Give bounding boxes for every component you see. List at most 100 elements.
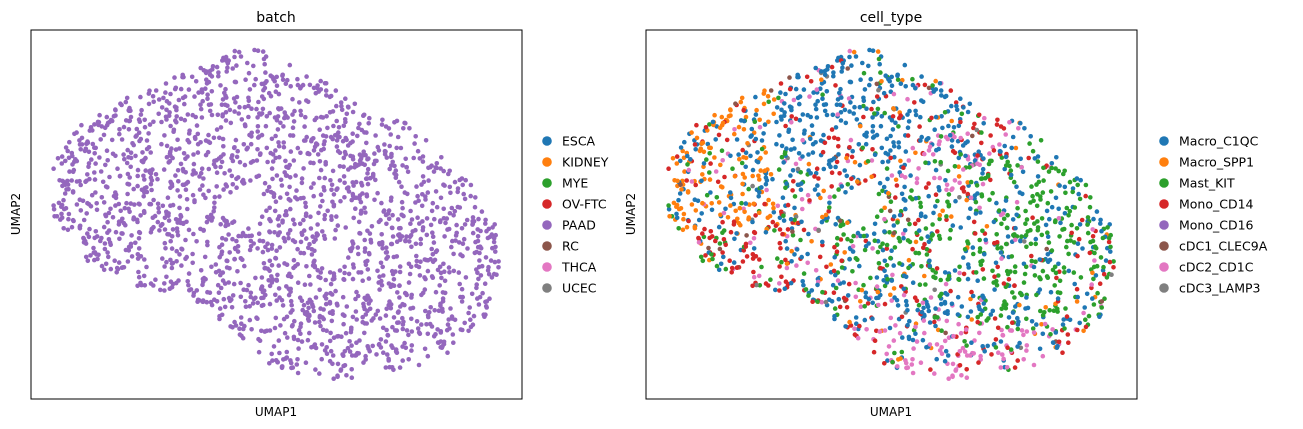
data-point [380, 264, 386, 270]
data-point [51, 166, 56, 171]
data-point [997, 142, 1002, 147]
legend-marker [1159, 262, 1169, 272]
data-point [903, 198, 908, 203]
data-point [124, 95, 130, 101]
data-point [1085, 222, 1090, 227]
data-point [968, 309, 974, 314]
data-point [389, 225, 395, 231]
data-point [330, 136, 336, 142]
data-point [812, 187, 818, 192]
data-point [272, 230, 277, 235]
data-point [906, 257, 912, 263]
data-point [356, 125, 361, 131]
data-point [944, 187, 949, 193]
data-point [964, 375, 970, 381]
data-point [802, 128, 807, 133]
data-point [175, 137, 180, 143]
data-point [269, 166, 275, 171]
data-point [403, 120, 408, 126]
data-point [496, 259, 501, 264]
data-point [463, 177, 469, 183]
data-point [153, 277, 158, 283]
data-point [846, 281, 852, 287]
data-point [138, 112, 144, 117]
data-point [342, 270, 347, 276]
data-point [360, 319, 366, 325]
data-point [799, 254, 804, 260]
data-point [115, 166, 120, 171]
data-point [805, 251, 810, 257]
data-point [439, 155, 444, 160]
data-point [756, 273, 762, 279]
data-point [239, 321, 244, 327]
data-point [871, 99, 876, 105]
data-point [718, 184, 724, 189]
data-point [816, 227, 821, 233]
data-point [490, 225, 495, 230]
data-point [922, 330, 927, 336]
data-point [250, 301, 256, 306]
data-point [469, 291, 475, 297]
data-point [136, 201, 142, 207]
data-point [334, 214, 339, 219]
data-point [818, 86, 823, 91]
data-point [933, 204, 938, 209]
data-point [273, 155, 279, 161]
data-point [777, 215, 783, 221]
data-point [493, 249, 498, 254]
data-point [952, 178, 958, 183]
data-point [913, 108, 918, 114]
data-point [972, 121, 977, 127]
data-point [834, 102, 840, 107]
data-point [786, 127, 792, 133]
data-point [318, 323, 323, 329]
data-point [953, 198, 958, 204]
data-point [861, 282, 866, 288]
data-point [472, 250, 478, 256]
data-point [1090, 296, 1095, 301]
data-point [259, 94, 265, 99]
data-point [978, 353, 983, 359]
data-point [912, 100, 917, 105]
data-point [247, 247, 253, 253]
data-point [257, 338, 263, 344]
data-point [1104, 275, 1110, 280]
data-point [214, 127, 220, 132]
data-point [95, 119, 101, 125]
data-point [255, 316, 260, 322]
data-point [988, 177, 993, 183]
data-point [249, 106, 254, 111]
data-point [100, 179, 106, 185]
data-point [142, 177, 147, 182]
legend-label: KIDNEY [562, 155, 609, 170]
data-point [224, 95, 229, 100]
data-point [878, 123, 884, 129]
data-point [961, 105, 966, 110]
data-point [328, 330, 333, 336]
data-point [862, 247, 868, 253]
data-point [199, 87, 205, 92]
data-point [958, 119, 963, 125]
data-point [325, 125, 330, 131]
data-point [320, 229, 325, 234]
data-point [895, 303, 901, 308]
data-point [1099, 299, 1105, 304]
data-point [238, 255, 244, 261]
data-point [1005, 159, 1010, 165]
data-point [1021, 357, 1026, 362]
data-point [1094, 263, 1100, 269]
data-point [667, 214, 672, 219]
data-point [217, 135, 222, 141]
data-point [329, 187, 334, 193]
data-point [364, 176, 370, 181]
data-point [821, 132, 826, 138]
data-point [399, 199, 405, 205]
data-point [746, 217, 751, 222]
data-point [1029, 253, 1034, 259]
data-point [820, 239, 825, 245]
data-point [897, 330, 903, 336]
data-point [59, 215, 65, 221]
data-point [319, 356, 325, 362]
data-point [861, 114, 866, 120]
data-point [313, 295, 319, 300]
